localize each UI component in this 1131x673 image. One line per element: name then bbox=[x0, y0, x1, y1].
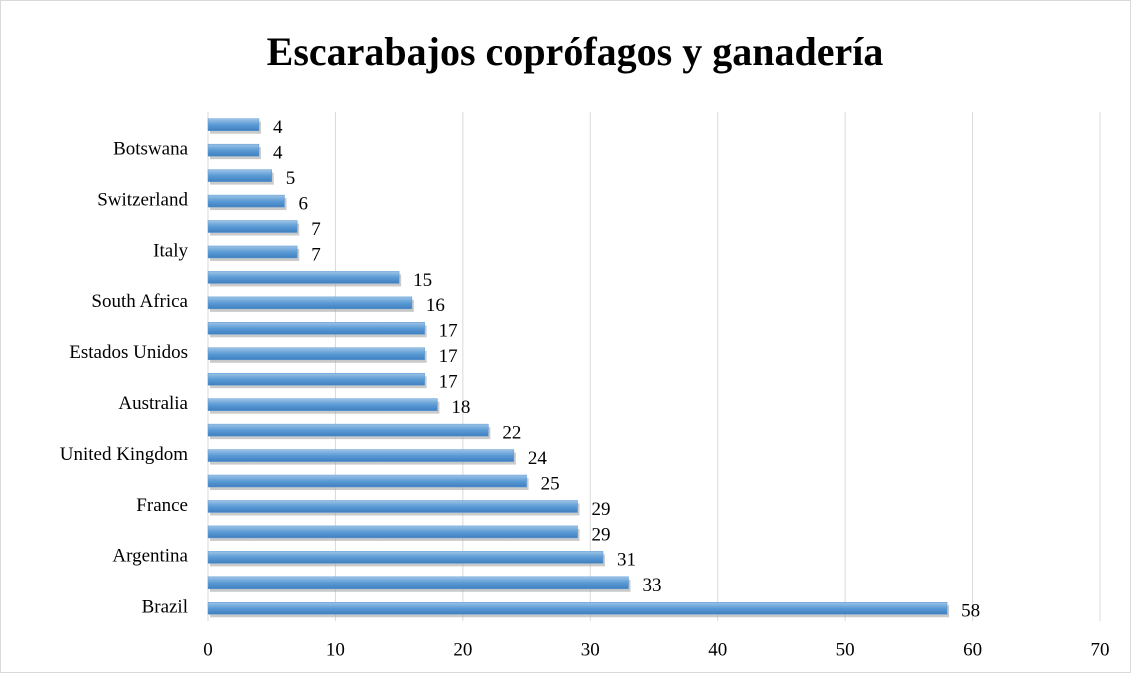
bar bbox=[207, 194, 285, 208]
bar bbox=[207, 143, 260, 157]
data-label: 15 bbox=[413, 270, 432, 291]
data-label: 22 bbox=[502, 422, 521, 443]
bar bbox=[207, 347, 425, 361]
x-tick-label: 10 bbox=[326, 639, 345, 660]
x-tick-label: 60 bbox=[963, 639, 982, 660]
data-label: 7 bbox=[311, 219, 321, 240]
data-label: 4 bbox=[273, 143, 283, 164]
bar bbox=[207, 322, 425, 335]
bar bbox=[207, 296, 413, 310]
bar bbox=[207, 372, 425, 386]
y-tick-label: South Africa bbox=[91, 291, 188, 312]
x-tick-label: 50 bbox=[836, 639, 855, 660]
y-tick-label: Italy bbox=[153, 240, 188, 261]
y-tick-label: Brazil bbox=[142, 597, 188, 618]
data-label: 17 bbox=[439, 346, 458, 367]
data-label: 17 bbox=[439, 372, 458, 393]
bar bbox=[207, 474, 527, 488]
data-label: 7 bbox=[311, 244, 321, 265]
x-tick-label: 0 bbox=[203, 639, 213, 660]
y-tick-label: Botswana bbox=[113, 139, 189, 160]
data-label: 6 bbox=[298, 193, 308, 214]
y-tick-label: Estados Unidos bbox=[69, 342, 188, 363]
y-tick-label: United Kingdom bbox=[60, 444, 188, 465]
data-label: 4 bbox=[273, 117, 283, 138]
x-tick-label: 30 bbox=[581, 639, 600, 660]
data-label: 17 bbox=[439, 321, 458, 342]
x-tick-label: 20 bbox=[453, 639, 472, 660]
bar bbox=[207, 500, 578, 513]
data-label: 18 bbox=[451, 397, 470, 418]
x-tick-label: 40 bbox=[708, 639, 727, 660]
data-label: 24 bbox=[528, 448, 548, 469]
data-label: 33 bbox=[643, 575, 662, 596]
bar bbox=[207, 576, 629, 590]
bar bbox=[207, 245, 298, 259]
bar bbox=[207, 449, 515, 462]
data-label: 25 bbox=[541, 473, 560, 494]
data-label: 58 bbox=[961, 601, 980, 622]
bar bbox=[207, 398, 438, 411]
bar bbox=[207, 423, 489, 437]
bar bbox=[207, 271, 400, 284]
bar bbox=[207, 118, 260, 131]
data-label: 29 bbox=[592, 524, 611, 545]
bar bbox=[207, 551, 604, 564]
bar bbox=[207, 169, 272, 182]
y-tick-label: Switzerland bbox=[97, 189, 188, 210]
data-label: 5 bbox=[286, 168, 296, 189]
data-label: 29 bbox=[592, 499, 611, 520]
data-label: 16 bbox=[426, 295, 445, 316]
bar bbox=[207, 525, 578, 539]
data-label: 31 bbox=[617, 550, 636, 571]
y-tick-label: Argentina bbox=[112, 546, 188, 567]
chart-title: Escarabajos coprófagos y ganadería bbox=[267, 29, 884, 74]
y-tick-label: France bbox=[136, 495, 188, 516]
y-tick-label: Australia bbox=[118, 393, 188, 414]
bar bbox=[207, 220, 298, 233]
x-tick-label: 70 bbox=[1091, 639, 1110, 660]
bar bbox=[207, 602, 948, 615]
